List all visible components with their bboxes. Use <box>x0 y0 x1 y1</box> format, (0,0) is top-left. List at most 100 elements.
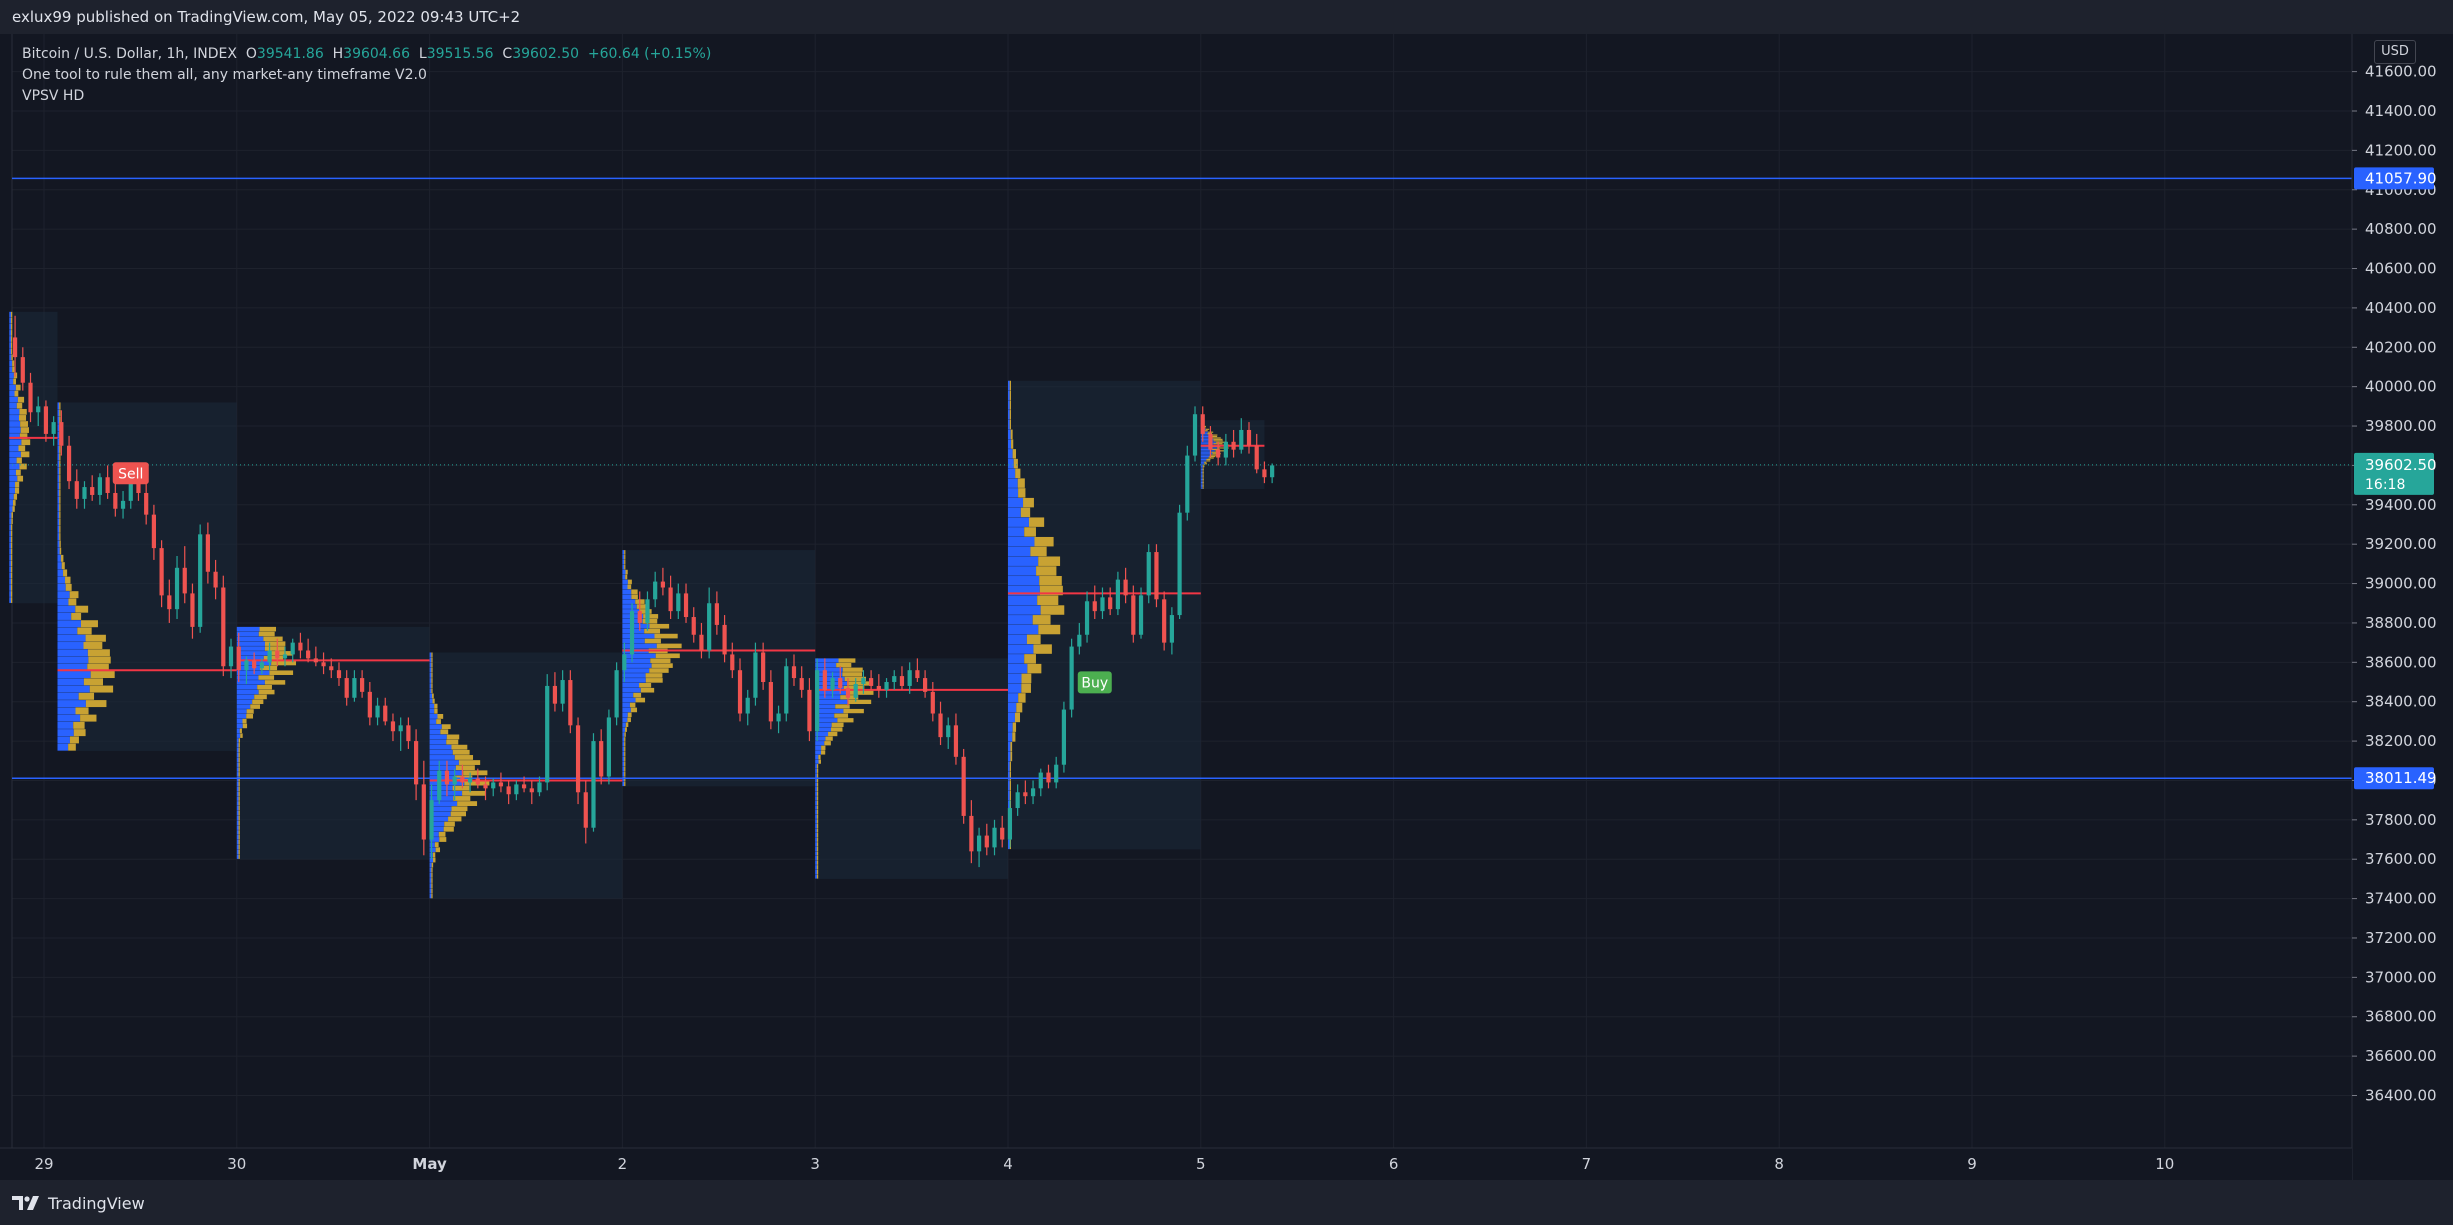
volume-bar-buy <box>1008 380 1010 391</box>
volume-bar-buy <box>1200 470 1203 472</box>
volume-bar-buy <box>1200 481 1203 484</box>
volume-bar-buy <box>815 695 841 700</box>
volume-bar-buy <box>622 589 632 595</box>
volume-bar-sell <box>625 722 629 727</box>
volume-bar-sell <box>1021 683 1031 693</box>
candle-body <box>699 634 704 651</box>
volume-bar-sell <box>80 714 97 722</box>
volume-bar-sell <box>1205 428 1210 430</box>
volume-bar-sell <box>88 656 111 664</box>
close-value: 39602.50 <box>512 46 580 62</box>
last-price-label: 39602.50 <box>2365 456 2437 474</box>
volume-bar-buy <box>815 819 817 824</box>
volume-bar-sell <box>431 862 434 868</box>
volume-bar-buy <box>236 810 239 816</box>
volume-bar-buy <box>9 330 12 336</box>
volume-bar-sell <box>816 796 819 801</box>
volume-bar-buy <box>236 815 239 821</box>
volume-bar-sell <box>11 597 13 603</box>
candle-body <box>90 487 95 495</box>
volume-bar-buy <box>236 854 239 859</box>
volume-bar-sell <box>1024 654 1036 664</box>
volume-bar-buy <box>57 714 81 722</box>
volume-bar-sell <box>631 594 638 600</box>
volume-bar-sell <box>59 482 61 490</box>
volume-bar-sell <box>246 714 254 719</box>
price-axis-background <box>2352 34 2453 1180</box>
symbol-title[interactable]: Bitcoin / U.S. Dollar, 1h, INDEX <box>22 46 237 62</box>
volume-bar-buy <box>1008 527 1025 537</box>
candle-body <box>969 815 974 852</box>
volume-bar-sell <box>624 555 626 560</box>
candle-body <box>599 741 604 777</box>
price-tick-label: 36800.00 <box>2365 1008 2437 1026</box>
currency-button[interactable]: USD <box>2374 40 2416 64</box>
volume-bar-sell <box>264 646 286 651</box>
volume-bar-sell <box>849 690 874 695</box>
volume-bar-sell <box>63 569 68 577</box>
candle-body <box>683 593 689 618</box>
volume-bar-sell <box>1202 471 1204 473</box>
candle-body <box>653 581 658 600</box>
candle-body <box>861 678 866 684</box>
volume-bar-buy <box>236 791 239 796</box>
volume-bar-sell <box>87 663 109 671</box>
volume-bar-buy <box>9 481 16 488</box>
price-axis[interactable]: 41600.0041400.0041200.0041000.0040800.00… <box>2351 34 2453 1180</box>
volume-bar-buy <box>57 620 81 628</box>
indicator-1-name[interactable]: One tool to rule them all, any market-an… <box>22 67 427 83</box>
volume-bar-sell <box>16 402 23 409</box>
volume-bar-sell <box>19 463 27 470</box>
volume-bar-buy <box>57 424 60 432</box>
volume-bar-sell <box>1204 430 1208 432</box>
volume-bar-sell <box>431 678 433 683</box>
volume-bar-sell <box>816 828 819 833</box>
volume-bar-sell <box>1202 478 1204 481</box>
volume-bar-buy <box>1008 585 1040 596</box>
time-tick-label: 6 <box>1389 1155 1399 1173</box>
price-tick-label: 37800.00 <box>2365 811 2437 829</box>
volume-bar-sell <box>258 675 275 680</box>
volume-bar-sell <box>831 722 844 727</box>
volume-bar-sell <box>624 742 626 747</box>
volume-bar-sell <box>1202 466 1205 468</box>
signal-markers: Sell Buy <box>112 462 1112 694</box>
volume-bar-buy <box>622 712 628 718</box>
candle-body <box>1154 552 1159 600</box>
volume-bar-sell <box>59 460 61 468</box>
volume-bar-sell <box>17 396 25 403</box>
candle-body <box>236 646 241 671</box>
price-tick-label: 40200.00 <box>2365 338 2437 356</box>
volume-profile-sessions <box>9 311 1265 899</box>
indicator-2-name[interactable]: VPSV HD <box>22 88 85 104</box>
volume-bar-buy <box>1008 624 1039 635</box>
volume-bar-buy <box>57 511 60 519</box>
volume-bar-buy <box>815 658 839 663</box>
volume-bar-buy <box>429 749 453 755</box>
volume-bar-sell <box>238 849 240 855</box>
volume-bar-sell <box>624 756 626 762</box>
volume-bar-sell <box>14 487 20 494</box>
tradingview-logo[interactable]: TradingView <box>12 1192 145 1214</box>
volume-bar-sell <box>816 819 819 824</box>
time-axis[interactable]: 29 30 May 2 3 4 5 6 7 8 9 10 <box>0 1147 2352 1180</box>
volume-bar-sell <box>639 682 652 688</box>
price-tick-label: 36400.00 <box>2365 1087 2437 1105</box>
volume-bar-sell <box>78 692 95 700</box>
volume-bar-sell <box>1009 400 1011 410</box>
volume-bar-buy <box>622 599 636 604</box>
time-tick-label: May <box>412 1155 447 1173</box>
volume-bar-buy <box>9 536 12 543</box>
candle-body <box>753 652 758 698</box>
volume-bar-sell <box>1202 470 1204 472</box>
candle-body <box>1015 792 1020 809</box>
volume-bar-buy <box>815 874 817 879</box>
volume-bar-buy <box>815 814 817 819</box>
volume-bar-sell <box>433 857 436 863</box>
volume-bar-buy <box>9 475 18 482</box>
volume-bar-buy <box>1200 476 1203 478</box>
volume-bar-buy <box>815 713 835 718</box>
volume-bar-buy <box>429 734 447 740</box>
volume-bar-buy <box>815 809 817 815</box>
